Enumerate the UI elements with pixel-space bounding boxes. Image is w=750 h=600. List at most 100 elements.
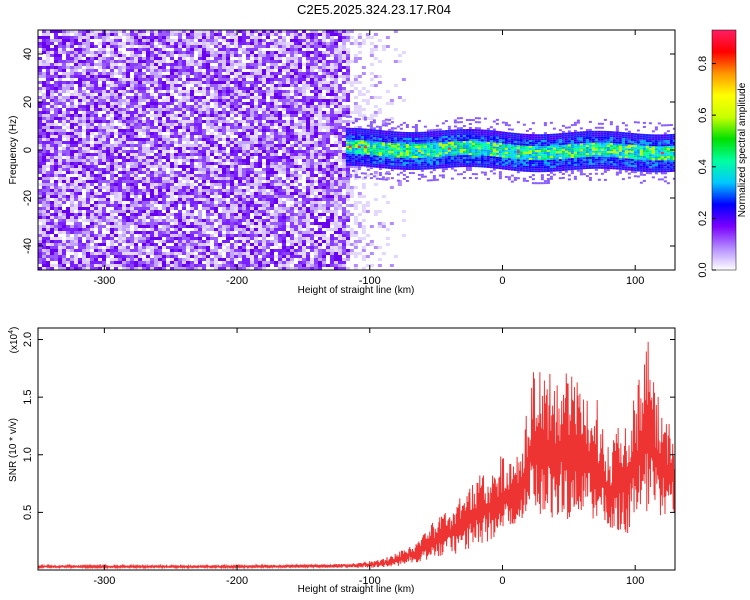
- spectrogram-cell: [62, 180, 66, 183]
- spectrogram-cell: [158, 84, 162, 87]
- spectrogram-cell: [150, 252, 154, 255]
- spectrogram-cell: [190, 231, 194, 234]
- spectrogram-cell: [94, 138, 98, 141]
- spectrogram-cell: [190, 138, 194, 141]
- spectrogram-cell: [274, 189, 278, 192]
- spectrogram-cell: [98, 189, 102, 192]
- spectrogram-cell: [126, 264, 130, 267]
- spectrogram-cell: [150, 264, 154, 267]
- spectrogram-cell: [278, 189, 282, 192]
- spectrogram-cell: [182, 183, 186, 186]
- spectrogram-cell: [158, 162, 162, 165]
- spectrogram-cell: [258, 114, 262, 117]
- spectrogram-cell: [206, 168, 210, 171]
- spectrogram-cell: [298, 138, 302, 141]
- spectrogram-cell: [206, 174, 210, 177]
- spectrogram-cell: [54, 156, 58, 159]
- spectrogram-cell: [282, 231, 286, 234]
- spectrogram-cell: [50, 186, 54, 189]
- spectrogram-cell: [50, 174, 54, 177]
- spectrogram-cell: [214, 213, 218, 216]
- spectrogram-cell: [218, 213, 222, 216]
- spectrogram-cell: [254, 255, 258, 258]
- spectrogram-cell: [138, 78, 142, 81]
- spectrogram-cell: [234, 258, 238, 261]
- spectrogram-cell: [46, 117, 50, 120]
- spectrogram-cell: [150, 120, 154, 123]
- spectrogram-cell: [110, 264, 114, 267]
- spectrogram-cell: [306, 51, 310, 54]
- spectrogram-cell: [46, 81, 50, 84]
- spectrogram-cell: [302, 102, 306, 105]
- spectrogram-cell: [74, 198, 78, 201]
- spectrogram-cell: [122, 75, 126, 78]
- spectrogram-cell: [314, 216, 318, 219]
- spectrogram-cell: [242, 66, 246, 69]
- spectrogram-cell: [302, 72, 306, 75]
- spectrogram-cell: [306, 183, 310, 186]
- spectrogram-cell: [214, 183, 218, 186]
- spectrogram-cell: [238, 30, 242, 33]
- spectrogram-cell: [174, 225, 178, 228]
- spectrogram-cell: [182, 174, 186, 177]
- spectrogram-cell: [250, 252, 254, 255]
- spectrogram-cell: [314, 42, 318, 45]
- spectrogram-cell: [266, 57, 270, 60]
- spectrogram-cell: [246, 114, 250, 117]
- spectrogram-cell: [318, 75, 322, 78]
- spectrogram-cell: [278, 126, 282, 129]
- spectrogram-cell: [262, 207, 266, 210]
- spectrogram-cell: [250, 156, 254, 159]
- spectrogram-cell: [98, 99, 102, 102]
- spectrogram-cell: [106, 84, 110, 87]
- spectrogram-cell: [226, 255, 230, 258]
- spectrogram-cell: [170, 114, 174, 117]
- spectrogram-cell: [306, 123, 310, 126]
- spectrogram-cell: [54, 237, 58, 240]
- spectrogram-cell: [234, 153, 238, 156]
- spectrogram-cell: [198, 264, 202, 267]
- spectrogram-cell: [166, 105, 170, 108]
- spectrogram-cell: [82, 225, 86, 228]
- spectrogram-cell: [138, 249, 142, 252]
- spectrogram-cell: [114, 258, 118, 261]
- spectrogram-cell: [226, 201, 230, 204]
- spectrogram-cell: [94, 159, 98, 162]
- spectrogram-cell: [70, 30, 74, 33]
- spectrogram-cell: [126, 159, 130, 162]
- spectrogram-cell: [194, 186, 198, 189]
- spectrogram-cell: [162, 36, 166, 39]
- spectrogram-cell: [86, 99, 90, 102]
- spectrogram-cell: [270, 114, 274, 117]
- spectrogram-cell: [46, 180, 50, 183]
- spectrogram-cell: [166, 216, 170, 219]
- spectrogram-cell: [122, 63, 126, 66]
- spectrogram-cell: [186, 186, 190, 189]
- spectrogram-cell: [298, 45, 302, 48]
- spectrogram-cell: [130, 99, 134, 102]
- spectrogram-cell: [314, 90, 318, 93]
- spectrogram-cell: [110, 123, 114, 126]
- spectrogram-cell: [210, 108, 214, 111]
- spectrogram-cell: [270, 201, 274, 204]
- spectrogram-cell: [42, 186, 46, 189]
- spectrogram-cell: [78, 210, 82, 213]
- spectrogram-cell: [126, 105, 130, 108]
- spectrogram-cell: [270, 219, 274, 222]
- spectrogram-cell: [46, 249, 50, 252]
- spectrogram-cell: [106, 141, 110, 144]
- spectrogram-cell: [238, 75, 242, 78]
- spectrogram-cell: [254, 78, 258, 81]
- spectrogram-cell: [38, 102, 42, 105]
- spectrogram-cell: [202, 234, 206, 237]
- spectrogram-cell: [226, 114, 230, 117]
- spectrogram-cell: [150, 225, 154, 228]
- spectrogram-cell: [130, 207, 134, 210]
- spectrogram-cell: [174, 228, 178, 231]
- spectrogram-cell: [194, 108, 198, 111]
- spectrogram-cell: [262, 69, 266, 72]
- spectrogram-cell: [218, 144, 222, 147]
- spectrogram-cell: [322, 42, 326, 45]
- spectrogram-cell: [314, 96, 318, 99]
- spectrogram-cell: [158, 168, 162, 171]
